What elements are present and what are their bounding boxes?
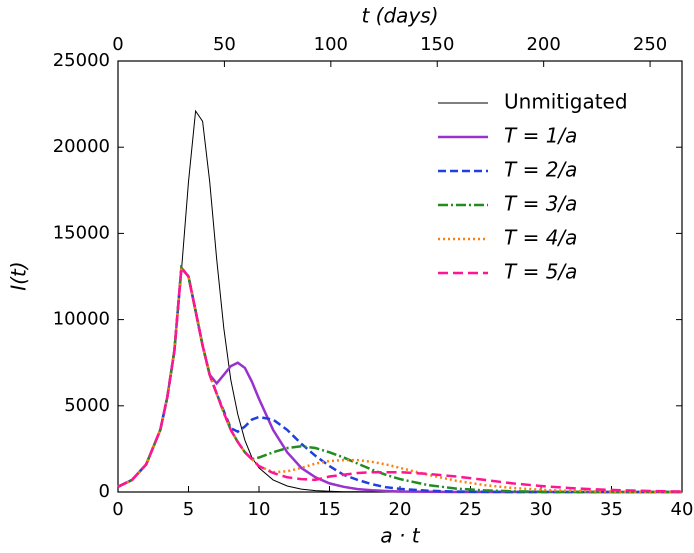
x2-tick-label: 250 xyxy=(633,34,667,55)
y-tick-label: 0 xyxy=(99,481,110,502)
series-line xyxy=(117,264,682,494)
x2-tick-label: 100 xyxy=(314,34,348,55)
y-axis-label: I(t) xyxy=(7,261,31,290)
x-tick-label: 25 xyxy=(459,499,482,520)
series-line xyxy=(117,264,682,494)
x-tick-label: 5 xyxy=(183,499,194,520)
x-tick-label: 20 xyxy=(389,499,412,520)
x2-tick-label: 150 xyxy=(420,34,454,55)
x-tick-label: 0 xyxy=(112,499,123,520)
series-line xyxy=(117,109,682,493)
y-tick-label: 25000 xyxy=(53,50,110,71)
legend-label: Unmitigated xyxy=(504,90,628,114)
x-tick-label: 10 xyxy=(248,499,271,520)
x-tick-label: 35 xyxy=(600,499,623,520)
legend-label: T = 5/a xyxy=(504,260,577,284)
x2-tick-label: 200 xyxy=(526,34,560,55)
legend-label: T = 4/a xyxy=(504,226,577,250)
x-axis-label: a · t xyxy=(380,524,420,548)
y-tick-label: 5000 xyxy=(64,395,110,416)
x2-tick-label: 50 xyxy=(213,34,236,55)
series-line xyxy=(117,264,682,494)
x-tick-label: 15 xyxy=(318,499,341,520)
y-tick-label: 10000 xyxy=(53,309,110,330)
legend-label: T = 3/a xyxy=(504,192,577,216)
x2-tick-label: 0 xyxy=(112,34,123,55)
series-line xyxy=(117,264,683,493)
plot-frame xyxy=(117,60,683,493)
x-tick-label: 40 xyxy=(671,499,694,520)
legend-label: T = 1/a xyxy=(504,124,577,148)
series-line xyxy=(117,264,682,494)
y-tick-label: 20000 xyxy=(53,136,110,157)
x-tick-label: 30 xyxy=(530,499,553,520)
legend-label: T = 2/a xyxy=(504,158,577,182)
y-tick-label: 15000 xyxy=(53,222,110,243)
top-axis-label: t (days) xyxy=(361,4,438,28)
